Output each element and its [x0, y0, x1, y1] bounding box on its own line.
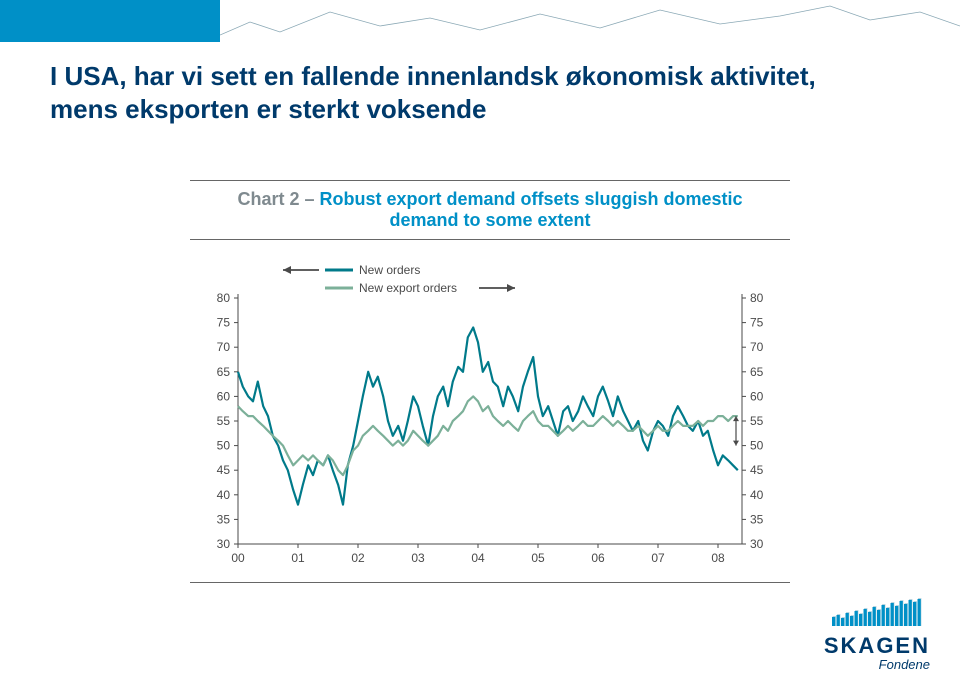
svg-text:75: 75 — [217, 316, 231, 330]
svg-text:60: 60 — [217, 389, 231, 403]
svg-text:65: 65 — [217, 365, 231, 379]
svg-text:08: 08 — [711, 551, 725, 565]
logo-subtext: Fondene — [824, 657, 930, 672]
chart-plot: 30 30 35 35 40 40 45 45 50 50 55 55 60 60 65 65 70 70 75 75… — [190, 252, 790, 572]
svg-text:45: 45 — [750, 463, 764, 477]
svg-text:03: 03 — [411, 551, 425, 565]
svg-text:65: 65 — [750, 365, 764, 379]
svg-text:40: 40 — [750, 488, 764, 502]
svg-text:60: 60 — [750, 389, 764, 403]
svg-text:35: 35 — [217, 512, 231, 526]
svg-text:New orders: New orders — [359, 263, 420, 277]
logo-text: SKAGEN — [824, 633, 930, 659]
svg-text:00: 00 — [231, 551, 245, 565]
chart-title-prefix: Chart 2 – — [237, 189, 319, 209]
chart-container: Chart 2 – Robust export demand offsets s… — [190, 180, 790, 583]
svg-text:50: 50 — [750, 439, 764, 453]
slide-title: I USA, har vi sett en fallende innenland… — [50, 60, 890, 125]
svg-text:45: 45 — [217, 463, 231, 477]
banner-block — [0, 0, 220, 42]
svg-text:04: 04 — [471, 551, 485, 565]
svg-text:80: 80 — [750, 291, 764, 305]
banner-mountain-icon — [220, 0, 960, 42]
svg-text:80: 80 — [217, 291, 231, 305]
svg-text:50: 50 — [217, 439, 231, 453]
svg-text:New export orders: New export orders — [359, 281, 457, 295]
skagen-logo: SKAGEN Fondene — [824, 598, 930, 672]
chart-bottom-rule — [190, 582, 790, 583]
svg-text:30: 30 — [217, 537, 231, 551]
chart-svg: 30 30 35 35 40 40 45 45 50 50 55 55 60 60 65 65 70 70 75 75… — [190, 252, 790, 572]
svg-text:01: 01 — [291, 551, 305, 565]
slide-root: I USA, har vi sett en fallende innenland… — [0, 0, 960, 690]
svg-text:75: 75 — [750, 316, 764, 330]
chart-title-main: Robust export demand offsets sluggish do… — [319, 189, 742, 230]
svg-text:70: 70 — [217, 340, 231, 354]
svg-text:02: 02 — [351, 551, 365, 565]
svg-text:30: 30 — [750, 537, 764, 551]
svg-text:05: 05 — [531, 551, 545, 565]
svg-text:55: 55 — [750, 414, 764, 428]
svg-text:07: 07 — [651, 551, 665, 565]
svg-text:55: 55 — [217, 414, 231, 428]
svg-text:06: 06 — [591, 551, 605, 565]
chart-title: Chart 2 – Robust export demand offsets s… — [190, 180, 790, 240]
svg-text:40: 40 — [217, 488, 231, 502]
svg-text:70: 70 — [750, 340, 764, 354]
svg-text:35: 35 — [750, 512, 764, 526]
logo-bars-icon — [832, 598, 922, 626]
